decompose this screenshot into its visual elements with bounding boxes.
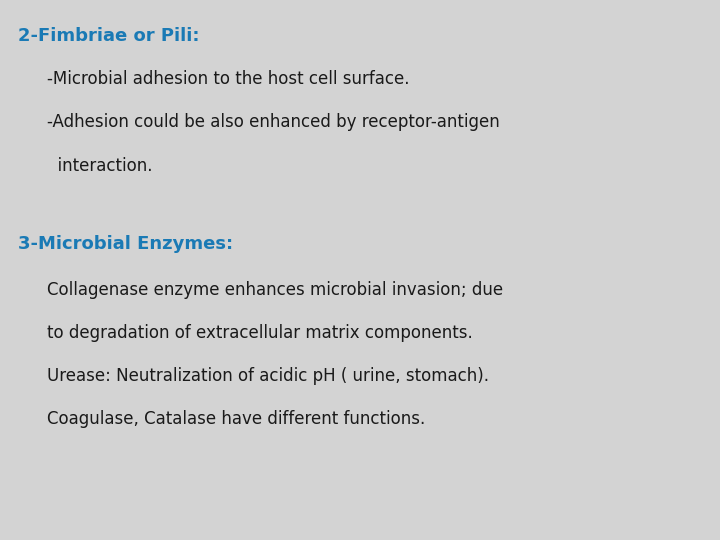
Text: -Microbial adhesion to the host cell surface.: -Microbial adhesion to the host cell sur… <box>47 70 409 88</box>
Text: 3-Microbial Enzymes:: 3-Microbial Enzymes: <box>18 235 233 253</box>
Text: Urease: Neutralization of acidic pH ( urine, stomach).: Urease: Neutralization of acidic pH ( ur… <box>47 367 489 385</box>
Text: -Adhesion could be also enhanced by receptor-antigen: -Adhesion could be also enhanced by rece… <box>47 113 500 131</box>
Text: to degradation of extracellular matrix components.: to degradation of extracellular matrix c… <box>47 324 472 342</box>
Text: 2-Fimbriae or Pili:: 2-Fimbriae or Pili: <box>18 27 199 45</box>
Text: Coagulase, Catalase have different functions.: Coagulase, Catalase have different funct… <box>47 410 425 428</box>
Text: interaction.: interaction. <box>47 157 153 174</box>
Text: Collagenase enzyme enhances microbial invasion; due: Collagenase enzyme enhances microbial in… <box>47 281 503 299</box>
